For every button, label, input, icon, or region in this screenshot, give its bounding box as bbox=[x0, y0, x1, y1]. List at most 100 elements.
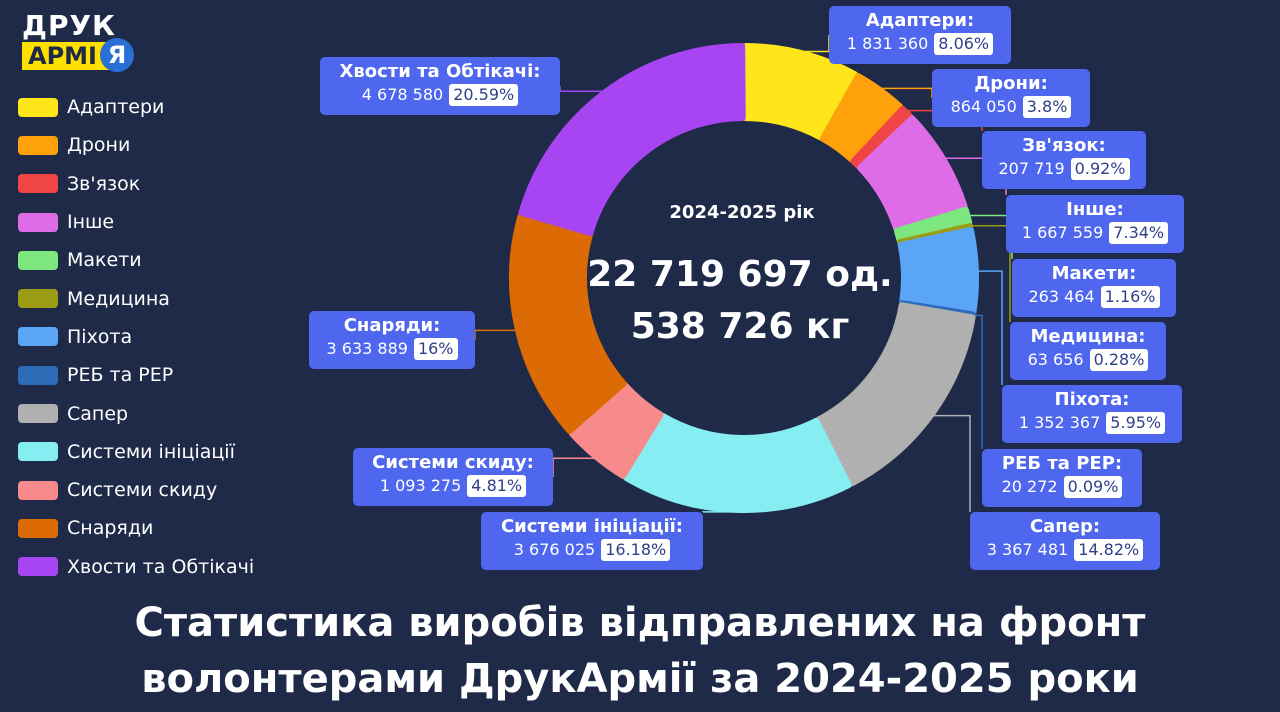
callout-percent: 0.92% bbox=[1070, 158, 1130, 180]
slice-callout: Снаряди: 3 633 889 16% bbox=[309, 311, 475, 369]
callout-values: 3 633 889 16% bbox=[318, 338, 466, 360]
legend-swatch bbox=[18, 442, 58, 462]
callout-category: Медицина: bbox=[1030, 326, 1146, 347]
callout-value: 3 367 481 bbox=[986, 540, 1069, 559]
legend-item: Хвости та Обтікачі bbox=[18, 548, 254, 586]
legend-swatch bbox=[18, 97, 58, 117]
legend-label: Зв'язок bbox=[67, 172, 141, 195]
callout-value: 3 676 025 bbox=[513, 540, 596, 559]
legend-label: Піхота bbox=[67, 325, 133, 348]
legend-item: Адаптери bbox=[18, 88, 254, 126]
slice-callout: Адаптери: 1 831 360 8.06% bbox=[829, 6, 1011, 64]
donut-slice bbox=[569, 382, 664, 479]
donut-slice bbox=[856, 115, 968, 232]
callout-category: Системи скиду: bbox=[372, 452, 534, 473]
legend-swatch bbox=[18, 327, 58, 347]
legend-swatch bbox=[18, 518, 58, 538]
callout-percent: 4.81% bbox=[467, 475, 527, 497]
legend-label: РЕБ та РЕР bbox=[67, 364, 174, 387]
callout-value: 207 719 bbox=[998, 159, 1065, 178]
callout-value: 20 272 bbox=[1001, 477, 1058, 496]
slice-callout: Хвости та Обтікачі: 4 678 580 20.59% bbox=[320, 57, 560, 115]
donut-slices bbox=[509, 43, 979, 513]
callout-value: 864 050 bbox=[950, 97, 1017, 116]
callout-percent: 7.34% bbox=[1109, 222, 1169, 244]
callout-values: 1 667 559 7.34% bbox=[1015, 222, 1175, 244]
callout-category: Дрони: bbox=[974, 73, 1048, 94]
callout-category: РЕБ та РЕР: bbox=[1001, 453, 1123, 474]
center-total-units: 22 719 697 од. bbox=[587, 254, 892, 295]
slice-callout: Інше: 1 667 559 7.34% bbox=[1006, 195, 1184, 253]
leader-line bbox=[933, 414, 971, 512]
legend-label: Сапер bbox=[67, 402, 129, 425]
donut-slice bbox=[819, 73, 904, 163]
legend-item: Снаряди bbox=[18, 509, 254, 547]
center-year-label: 2024-2025 рік bbox=[669, 202, 814, 223]
legend-swatch bbox=[18, 174, 58, 194]
brand-logo-badge: Я bbox=[100, 38, 134, 72]
callout-category: Системи ініціації: bbox=[500, 516, 684, 537]
legend-item: Макети bbox=[18, 241, 254, 279]
callout-values: 3 676 025 16.18% bbox=[490, 539, 694, 561]
callout-values: 63 656 0.28% bbox=[1019, 349, 1157, 371]
brand-logo: ДРУК АРМІ Я bbox=[20, 10, 140, 72]
callout-values: 1 093 275 4.81% bbox=[362, 475, 544, 497]
callout-value: 3 633 889 bbox=[326, 339, 408, 358]
callout-value: 1 093 275 bbox=[379, 476, 462, 495]
callout-values: 864 050 3.8% bbox=[941, 96, 1081, 118]
footer-title-line1: Статистика виробів відправлених на фронт bbox=[134, 600, 1146, 646]
legend-label: Хвости та Обтікачі bbox=[67, 555, 255, 578]
donut-chart: 2024-2025 рік 22 719 697 од. 538 726 кг bbox=[474, 35, 1013, 513]
legend-item: Медицина bbox=[18, 279, 254, 317]
legend-swatch bbox=[18, 289, 58, 309]
slice-callout: Макети: 263 464 1.16% bbox=[1012, 259, 1176, 317]
legend-item: Системи ініціації bbox=[18, 433, 254, 471]
slice-callout: Медицина: 63 656 0.28% bbox=[1010, 322, 1166, 380]
callout-values: 207 719 0.92% bbox=[991, 158, 1137, 180]
callout-percent: 14.82% bbox=[1074, 539, 1144, 561]
leader-line bbox=[802, 35, 830, 53]
callout-category: Макети: bbox=[1051, 263, 1137, 284]
slice-callout: Піхота: 1 352 367 5.95% bbox=[1002, 385, 1182, 443]
callout-percent: 8.06% bbox=[934, 33, 994, 55]
legend-label: Снаряди bbox=[67, 517, 154, 540]
legend-item: РЕБ та РЕР bbox=[18, 356, 254, 394]
legend-swatch bbox=[18, 404, 58, 424]
center-total-weight: 538 726 кг bbox=[631, 306, 850, 347]
donut-slice bbox=[623, 412, 852, 513]
legend-swatch bbox=[18, 557, 58, 577]
callout-values: 4 678 580 20.59% bbox=[329, 84, 551, 106]
callout-category: Хвости та Обтікачі: bbox=[339, 61, 541, 82]
legend-item: Сапер bbox=[18, 394, 254, 432]
callout-values: 3 367 481 14.82% bbox=[979, 539, 1151, 561]
slice-callout: Системи скиду: 1 093 275 4.81% bbox=[353, 448, 553, 506]
donut-slice bbox=[742, 43, 858, 141]
callout-percent: 0.09% bbox=[1063, 476, 1123, 498]
callout-values: 263 464 1.16% bbox=[1021, 286, 1167, 308]
legend-item: Системи скиду bbox=[18, 471, 254, 509]
legend-item: Зв'язок bbox=[18, 165, 254, 203]
callout-percent: 20.59% bbox=[449, 84, 519, 106]
legend-label: Адаптери bbox=[67, 96, 165, 119]
legend-swatch bbox=[18, 212, 58, 232]
callout-category: Зв'язок: bbox=[1022, 135, 1106, 156]
callout-percent: 16.18% bbox=[601, 539, 671, 561]
legend-item: Дрони bbox=[18, 126, 254, 164]
legend-label: Медицина bbox=[67, 287, 170, 310]
slice-callout: Сапер: 3 367 481 14.82% bbox=[970, 512, 1160, 570]
callout-value: 1 667 559 bbox=[1021, 223, 1104, 242]
slice-callout: Системи ініціації: 3 676 025 16.18% bbox=[481, 512, 703, 570]
legend-swatch bbox=[18, 250, 58, 270]
callout-value: 1 352 367 bbox=[1018, 413, 1101, 432]
donut-slice bbox=[509, 213, 627, 435]
chart-legend: Адаптери Дрони Зв'язок Інше Макети Медиц… bbox=[18, 88, 254, 586]
slice-callout: Зв'язок: 207 719 0.92% bbox=[982, 131, 1146, 189]
callout-value: 63 656 bbox=[1027, 350, 1084, 369]
callout-values: 1 352 367 5.95% bbox=[1011, 412, 1173, 434]
slice-callout: РЕБ та РЕР: 20 272 0.09% bbox=[982, 449, 1142, 507]
slice-callout: Дрони: 864 050 3.8% bbox=[932, 69, 1090, 127]
legend-item: Піхота bbox=[18, 318, 254, 356]
leader-line bbox=[474, 329, 516, 340]
donut-slice bbox=[897, 226, 979, 316]
callout-percent: 1.16% bbox=[1100, 286, 1160, 308]
